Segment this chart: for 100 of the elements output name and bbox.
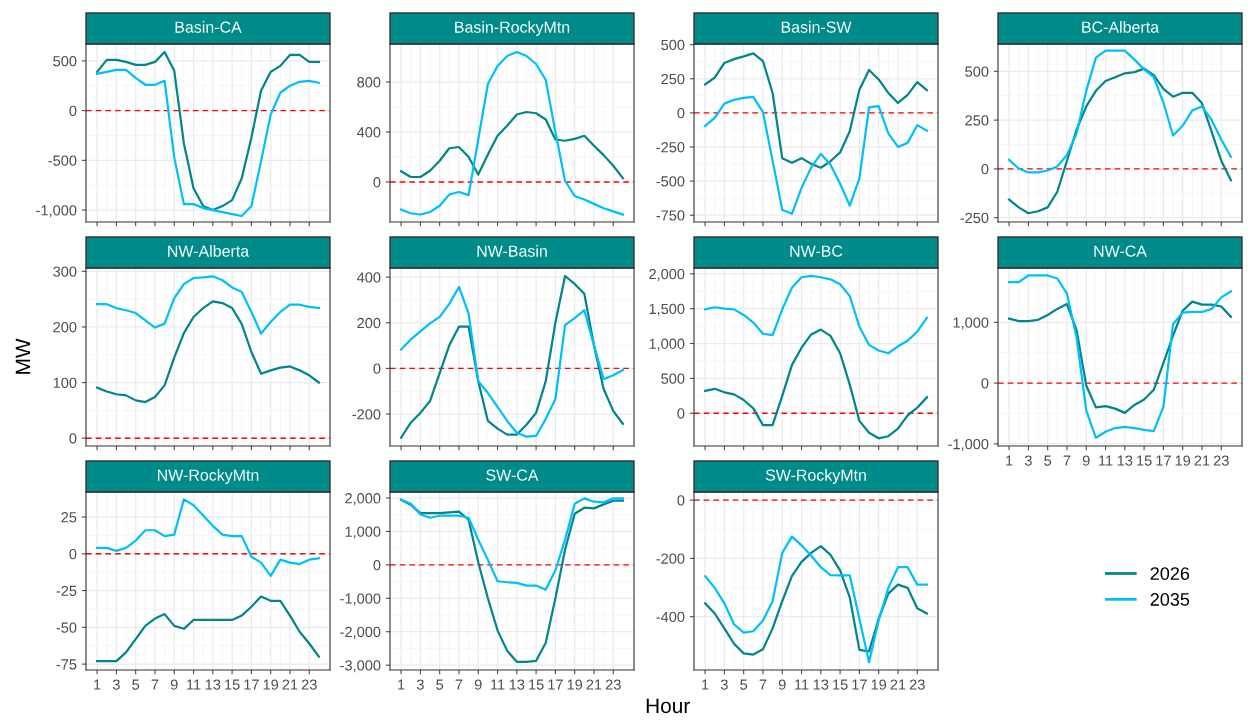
x-tick-label: 7	[1063, 455, 1071, 466]
y-tick-label: 200	[53, 322, 77, 333]
y-tick-label: 1,000	[953, 317, 989, 330]
y-tick-label: -200	[352, 409, 381, 420]
x-tick-label: 13	[813, 679, 829, 690]
y-tick-label: 1,500	[649, 303, 685, 316]
x-tick-label: 19	[871, 679, 887, 690]
y-tick-label: -1,000	[36, 205, 77, 218]
x-tick-label: 23	[605, 679, 621, 690]
y-tick-label: 0	[677, 408, 685, 419]
y-tick-label: 200	[357, 317, 381, 329]
x-tick-label: 13	[509, 679, 525, 690]
y-tick-label: 0	[981, 164, 989, 175]
line-series	[399, 497, 625, 591]
y-tick-label: 400	[356, 127, 381, 138]
x-tick-label: 7	[151, 679, 159, 690]
y-tick-label: 500	[53, 56, 77, 67]
y-tick-label: 1,000	[649, 338, 685, 351]
x-tick-label: 17	[1156, 455, 1171, 466]
x-tick-label: 5	[436, 679, 444, 690]
x-tick-label: 3	[416, 679, 424, 690]
y-tick-label: -500	[48, 155, 77, 166]
x-tick-label: 21	[282, 679, 298, 690]
x-tick-label: 17	[548, 679, 563, 690]
y-tick-label: 250	[661, 73, 685, 85]
y-tick-label: 0	[373, 363, 381, 374]
x-tick-label: 11	[795, 679, 809, 690]
y-tick-label: 2,000	[649, 268, 685, 281]
x-tick-label: 17	[852, 679, 867, 690]
y-tick-label: 400	[356, 272, 381, 283]
y-tick-label: 0	[373, 177, 381, 188]
line-series	[95, 300, 321, 404]
y-tick-label: 2,000	[345, 493, 381, 506]
x-tick-label: 15	[225, 679, 240, 690]
x-tick-label: 5	[740, 679, 748, 690]
x-tick-label: 11	[1099, 455, 1113, 466]
x-tick-label: 9	[778, 679, 786, 690]
x-axis-title: Hour	[646, 698, 690, 714]
chart-title: Basin-CA	[175, 21, 242, 33]
y-tick-label: 500	[661, 373, 685, 384]
chart-title: SW-CA	[486, 469, 539, 481]
y-tick-label: 0	[69, 105, 77, 117]
y-tick-label: 0	[373, 559, 381, 571]
line-series	[399, 110, 625, 180]
x-tick-label: 23	[1213, 455, 1229, 466]
y-tick-label: -50	[56, 622, 77, 633]
y-tick-label: 0	[69, 548, 77, 560]
x-tick-label: 1	[1006, 455, 1013, 466]
chart-title: Basin-RockyMtn	[455, 21, 570, 36]
x-tick-label: 19	[263, 679, 279, 690]
legend-label: 2026	[1150, 567, 1190, 580]
y-tick-label: -75	[56, 659, 77, 670]
chart-title: NW-RockyMtn	[157, 469, 259, 484]
x-tick-label: 17	[244, 679, 259, 690]
y-tick-label: 25	[61, 512, 77, 523]
y-tick-label: 0	[69, 433, 77, 444]
y-tick-label: -25	[56, 585, 77, 596]
y-tick-label: -500	[656, 176, 685, 187]
line-series	[1007, 300, 1233, 414]
y-tick-label: -1,000	[340, 593, 381, 606]
x-tick-label: 15	[529, 679, 544, 690]
x-tick-label: 3	[112, 679, 120, 690]
line-series	[399, 50, 625, 216]
x-tick-label: 1	[94, 679, 101, 690]
x-tick-label: 1	[398, 679, 405, 690]
line-series	[95, 595, 321, 663]
x-tick-label: 21	[890, 679, 906, 690]
x-tick-label: 7	[759, 679, 767, 690]
chart-title: NW-Alberta	[168, 245, 250, 257]
x-tick-label: 19	[1175, 455, 1191, 466]
x-tick-label: 23	[301, 679, 317, 690]
y-tick-label: -400	[656, 611, 685, 623]
x-tick-label: 19	[567, 679, 583, 690]
x-tick-label: 9	[1082, 455, 1090, 466]
y-tick-label: -250	[656, 142, 685, 153]
x-tick-label: 11	[187, 679, 201, 690]
x-tick-label: 3	[1024, 455, 1032, 466]
x-tick-label: 1	[702, 679, 709, 690]
line-series	[399, 498, 625, 663]
x-tick-label: 23	[909, 679, 925, 690]
x-tick-label: 5	[1044, 455, 1052, 466]
line-series	[95, 275, 321, 335]
y-tick-label: -3,000	[340, 660, 381, 673]
chart-title: BC-Alberta	[1082, 21, 1160, 33]
line-series	[1007, 274, 1233, 439]
line-series	[703, 52, 929, 169]
y-tick-label: 1,000	[345, 526, 381, 539]
chart-title: Basin-SW	[781, 21, 852, 33]
x-tick-label: 21	[586, 679, 602, 690]
x-tick-label: 15	[833, 679, 848, 690]
y-tick-label: 100	[53, 377, 77, 389]
x-tick-label: 11	[491, 679, 505, 690]
y-tick-label: 500	[965, 66, 989, 77]
x-tick-label: 13	[1117, 455, 1133, 466]
y-tick-label: 800	[357, 77, 381, 88]
line-series	[703, 274, 929, 355]
x-tick-label: 7	[455, 679, 463, 690]
line-series	[1007, 67, 1233, 215]
y-tick-label: -1,000	[948, 438, 989, 452]
legend-label: 2035	[1150, 593, 1190, 606]
